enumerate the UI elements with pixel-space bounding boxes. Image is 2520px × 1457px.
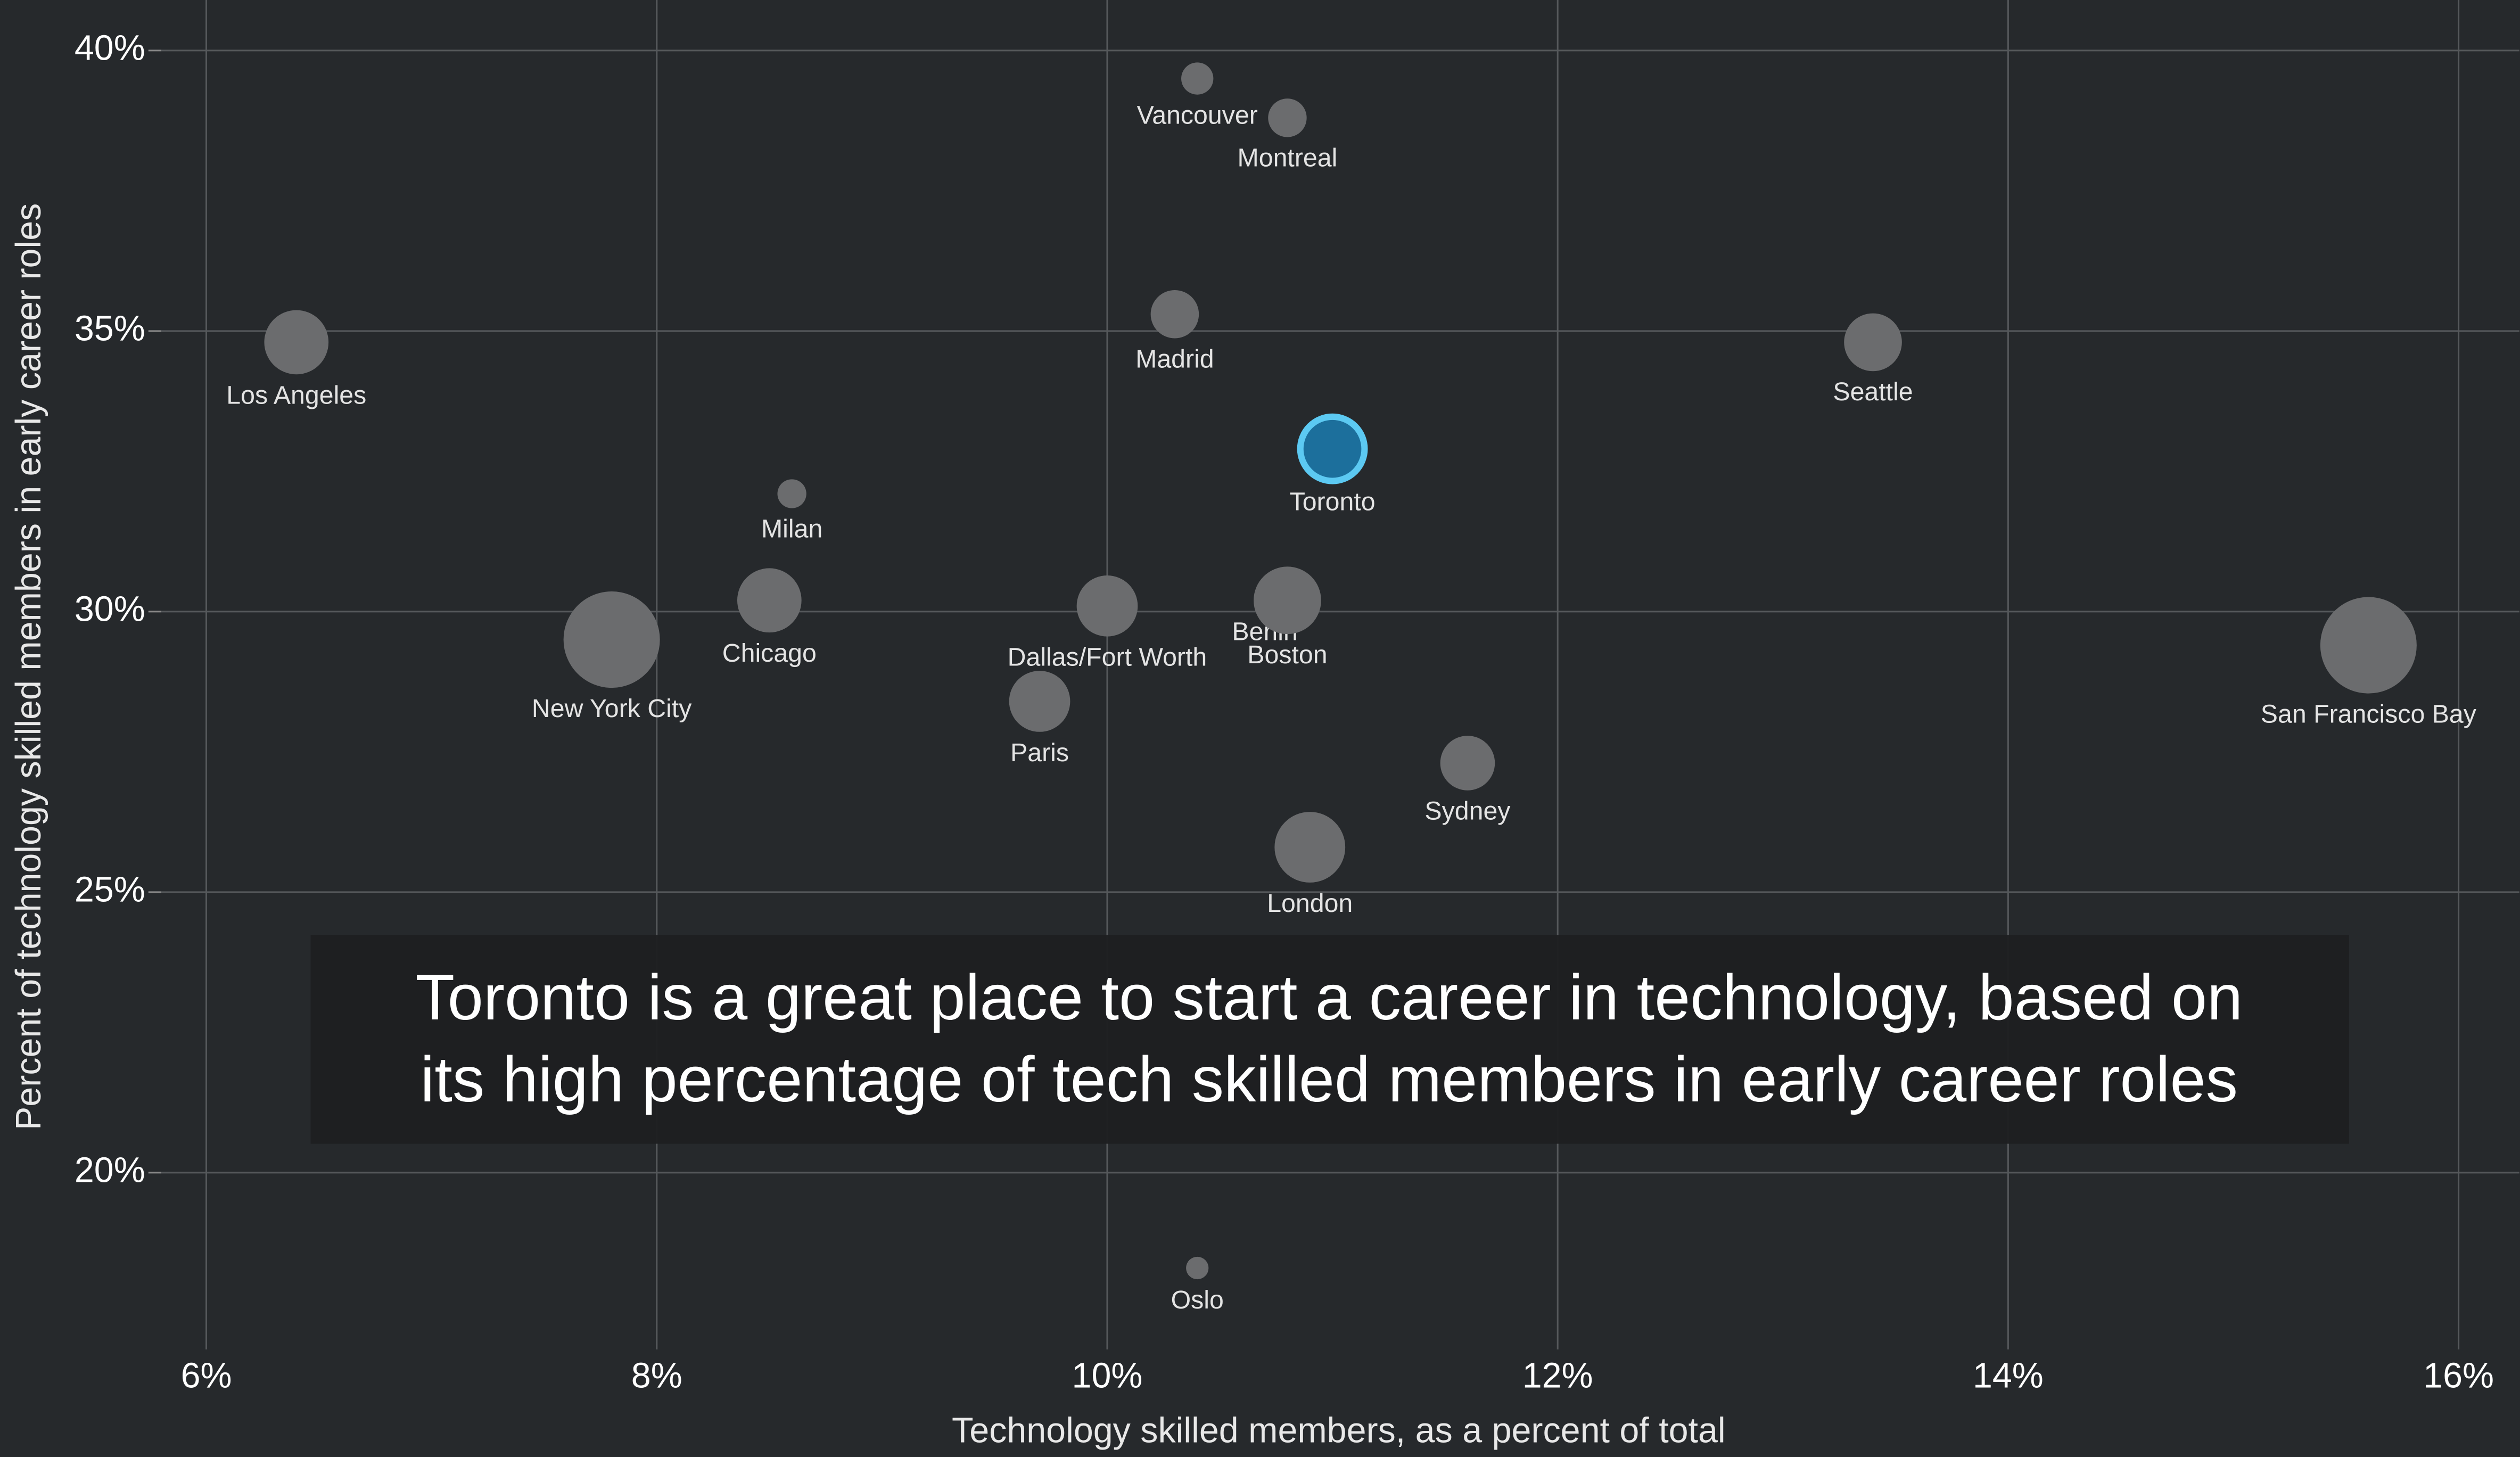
bubble xyxy=(2320,597,2417,694)
bubble xyxy=(264,310,329,375)
point-label: San Francisco Bay xyxy=(2261,700,2477,729)
bubble xyxy=(1009,671,1070,732)
bubble xyxy=(1254,566,1321,635)
x-tick-label: 16% xyxy=(2423,1356,2494,1396)
bubble xyxy=(1844,313,1902,372)
point-label: Boston xyxy=(1247,640,1327,669)
point-label: Seattle xyxy=(1833,377,1913,406)
bubble xyxy=(1274,812,1346,883)
x-tick-label: 10% xyxy=(1072,1356,1143,1396)
bubble xyxy=(1186,1256,1209,1280)
x-tick-label: 6% xyxy=(181,1356,232,1396)
point-label: Oslo xyxy=(1171,1286,1224,1314)
point-label: Madrid xyxy=(1135,344,1214,373)
annotation-box xyxy=(310,935,2349,1144)
y-tick-label: 40% xyxy=(75,28,145,68)
bubble xyxy=(1297,413,1368,484)
point-label: Toronto xyxy=(1290,488,1376,516)
point-label: Dallas/Fort Worth xyxy=(1008,643,1207,672)
annotation: Toronto is a great place to start a care… xyxy=(415,961,2243,1033)
point-label: London xyxy=(1267,889,1353,918)
bubble xyxy=(1181,62,1214,95)
point-label: Paris xyxy=(1010,738,1069,767)
bubble xyxy=(737,568,802,633)
x-tick-label: 8% xyxy=(631,1356,682,1396)
point-label: Sydney xyxy=(1424,797,1511,826)
point-label: Los Angeles xyxy=(226,381,366,409)
x-axis-label: Technology skilled members, as a percent… xyxy=(952,1411,1726,1450)
point-label: Montreal xyxy=(1238,144,1338,172)
annotation: its high percentage of tech skilled memb… xyxy=(421,1043,2238,1115)
x-tick-label: 12% xyxy=(1522,1356,1593,1396)
bubble xyxy=(1150,290,1199,339)
point-label: Chicago xyxy=(722,639,817,668)
x-tick-label: 14% xyxy=(1973,1356,2044,1396)
y-tick-label: 20% xyxy=(75,1150,145,1190)
y-tick-label: 30% xyxy=(75,589,145,629)
marks: Vancouver Montreal Madrid Los Angeles Seattl… xyxy=(226,62,2477,1314)
bubble xyxy=(1268,98,1307,137)
bubble xyxy=(1440,736,1495,791)
bubble xyxy=(1076,575,1138,637)
bubble xyxy=(777,479,806,508)
point-label: Milan xyxy=(761,515,822,544)
y-tick-label: 25% xyxy=(75,870,145,909)
point-label: New York City xyxy=(532,694,692,723)
bubble xyxy=(563,591,660,688)
y-axis-label: Percent of technology skilled members in… xyxy=(9,203,48,1130)
y-tick-label: 35% xyxy=(75,309,145,348)
point-label: Vancouver xyxy=(1137,101,1258,130)
